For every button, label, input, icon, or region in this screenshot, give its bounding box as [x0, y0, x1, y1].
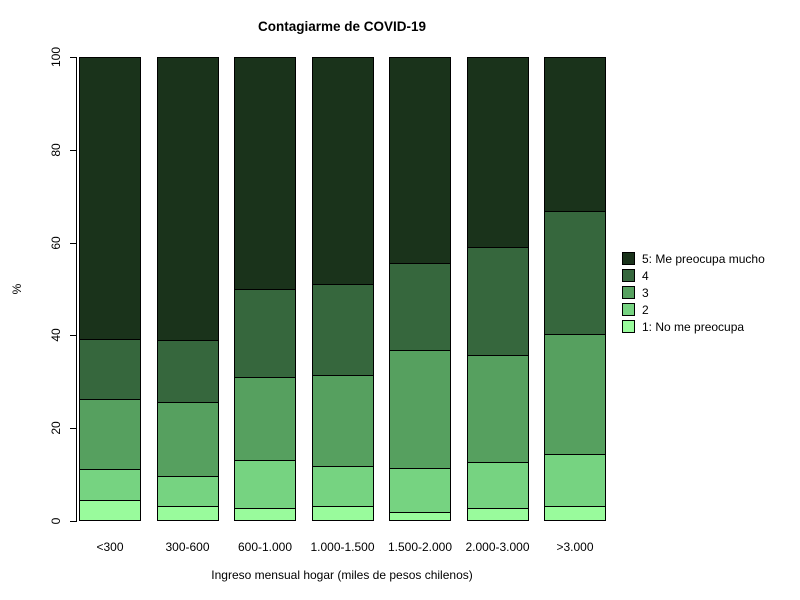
x-tick-label: >3.000 — [556, 540, 594, 554]
y-tick-label: 100 — [49, 46, 63, 68]
legend-label: 5: Me preocupa mucho — [642, 251, 765, 266]
bar — [79, 57, 141, 521]
bar-segment — [157, 402, 218, 477]
bar-segment — [235, 289, 295, 377]
bar-segment — [545, 333, 605, 455]
bar-segment — [235, 508, 295, 520]
bar-segment — [157, 476, 218, 507]
legend-label: 4 — [642, 268, 649, 283]
legend-swatch — [622, 269, 635, 282]
y-tick-mark — [70, 242, 76, 244]
y-tick-mark — [70, 521, 76, 522]
legend-swatch — [622, 286, 635, 299]
bar-segment — [235, 459, 295, 508]
bar-segment — [312, 465, 373, 507]
y-tick-label: 80 — [49, 143, 63, 157]
bar-segment — [312, 374, 373, 466]
legend-label: 3 — [642, 285, 649, 300]
bar-segment — [467, 247, 528, 355]
bar-segment — [467, 507, 528, 520]
bar — [544, 57, 606, 521]
bar-segment — [80, 339, 140, 400]
x-tick-label: 300-600 — [165, 540, 210, 554]
legend-label: 2 — [642, 302, 649, 317]
bar-segment — [545, 506, 605, 520]
legend-row: 2 — [622, 301, 765, 318]
bar-segment — [545, 210, 605, 334]
bar-segment — [235, 58, 295, 290]
bar-segment — [312, 58, 373, 285]
y-tick-label: 20 — [49, 421, 63, 435]
bar-segment — [312, 284, 373, 375]
bar-segment — [80, 58, 140, 340]
chart-title: Contagiarme de COVID-19 — [257, 19, 427, 34]
y-tick-mark — [70, 335, 76, 337]
legend-row: 3 — [622, 284, 765, 301]
bar-segment — [467, 461, 528, 508]
bar-segment — [157, 506, 218, 520]
bar-segment — [80, 468, 140, 501]
bar — [311, 57, 374, 521]
x-tick-label: 600-1.000 — [237, 540, 293, 554]
bar-segment — [390, 349, 450, 469]
y-tick-label: 60 — [49, 235, 63, 250]
bar-segment — [545, 454, 605, 507]
x-tick-label: 1.000-1.500 — [310, 540, 375, 554]
x-axis-label: Ingreso mensual hogar (miles de pesos ch… — [211, 568, 473, 582]
legend: 5: Me preocupa mucho 4 3 2 1: No me preocupa — [622, 250, 765, 335]
bar-segment — [157, 339, 218, 403]
y-tick-label: 0 — [49, 517, 63, 525]
legend-row: 1: No me preocupa — [622, 318, 765, 335]
bar-segment — [157, 58, 218, 340]
legend-swatch — [622, 320, 635, 333]
bar-segment — [467, 58, 528, 248]
y-tick-label: 40 — [49, 328, 63, 343]
y-axis-line — [76, 57, 77, 522]
bar — [389, 57, 451, 521]
bar-segment — [467, 354, 528, 462]
bar-segment — [80, 500, 140, 520]
x-tick-label: 1.500-2.000 — [387, 540, 453, 554]
x-tick-label: 2.000-3.000 — [465, 540, 530, 554]
y-tick-mark — [70, 428, 76, 430]
legend-row: 5: Me preocupa mucho — [622, 250, 765, 267]
legend-swatch — [622, 252, 635, 265]
bar-segment — [390, 262, 450, 350]
legend-row: 4 — [622, 267, 765, 284]
bar-segment — [545, 58, 605, 211]
bar-segment — [235, 376, 295, 460]
legend-label: 1: No me preocupa — [642, 319, 745, 334]
bar — [466, 57, 529, 521]
legend-swatch — [622, 303, 635, 316]
y-tick-mark — [70, 149, 76, 151]
bar-segment — [390, 58, 450, 263]
bar-segment — [390, 511, 450, 520]
x-tick-label: <300 — [96, 540, 124, 554]
bar-segment — [312, 506, 373, 520]
bar-segment — [80, 399, 140, 469]
bar — [156, 57, 219, 521]
bar — [234, 57, 296, 521]
bar-segment — [390, 468, 450, 512]
y-axis-label: % — [10, 283, 24, 295]
y-tick-mark — [70, 57, 76, 58]
